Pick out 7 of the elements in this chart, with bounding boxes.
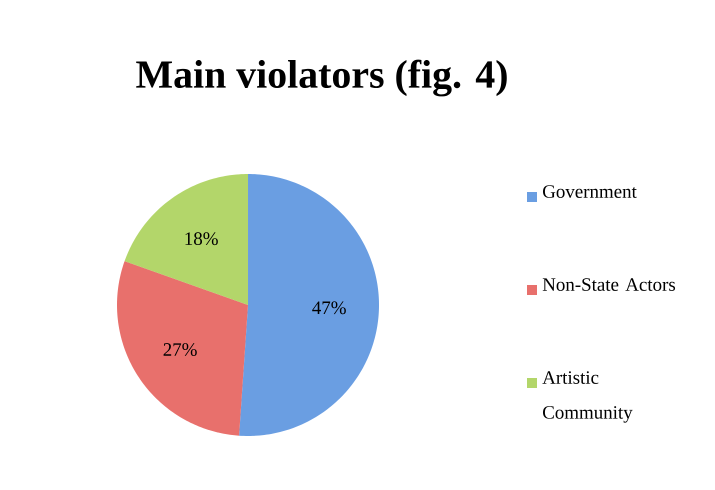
legend-label: Government [542, 185, 637, 198]
data-label: 27% [164, 343, 197, 356]
chart-title: Main violators (fig. 4) [136, 60, 507, 96]
legend-label: Artistic Community [542, 371, 633, 423]
data-label: 47% [312, 301, 346, 314]
legend-label: Non-State Actors [542, 278, 676, 291]
data-label: 18% [185, 232, 218, 246]
